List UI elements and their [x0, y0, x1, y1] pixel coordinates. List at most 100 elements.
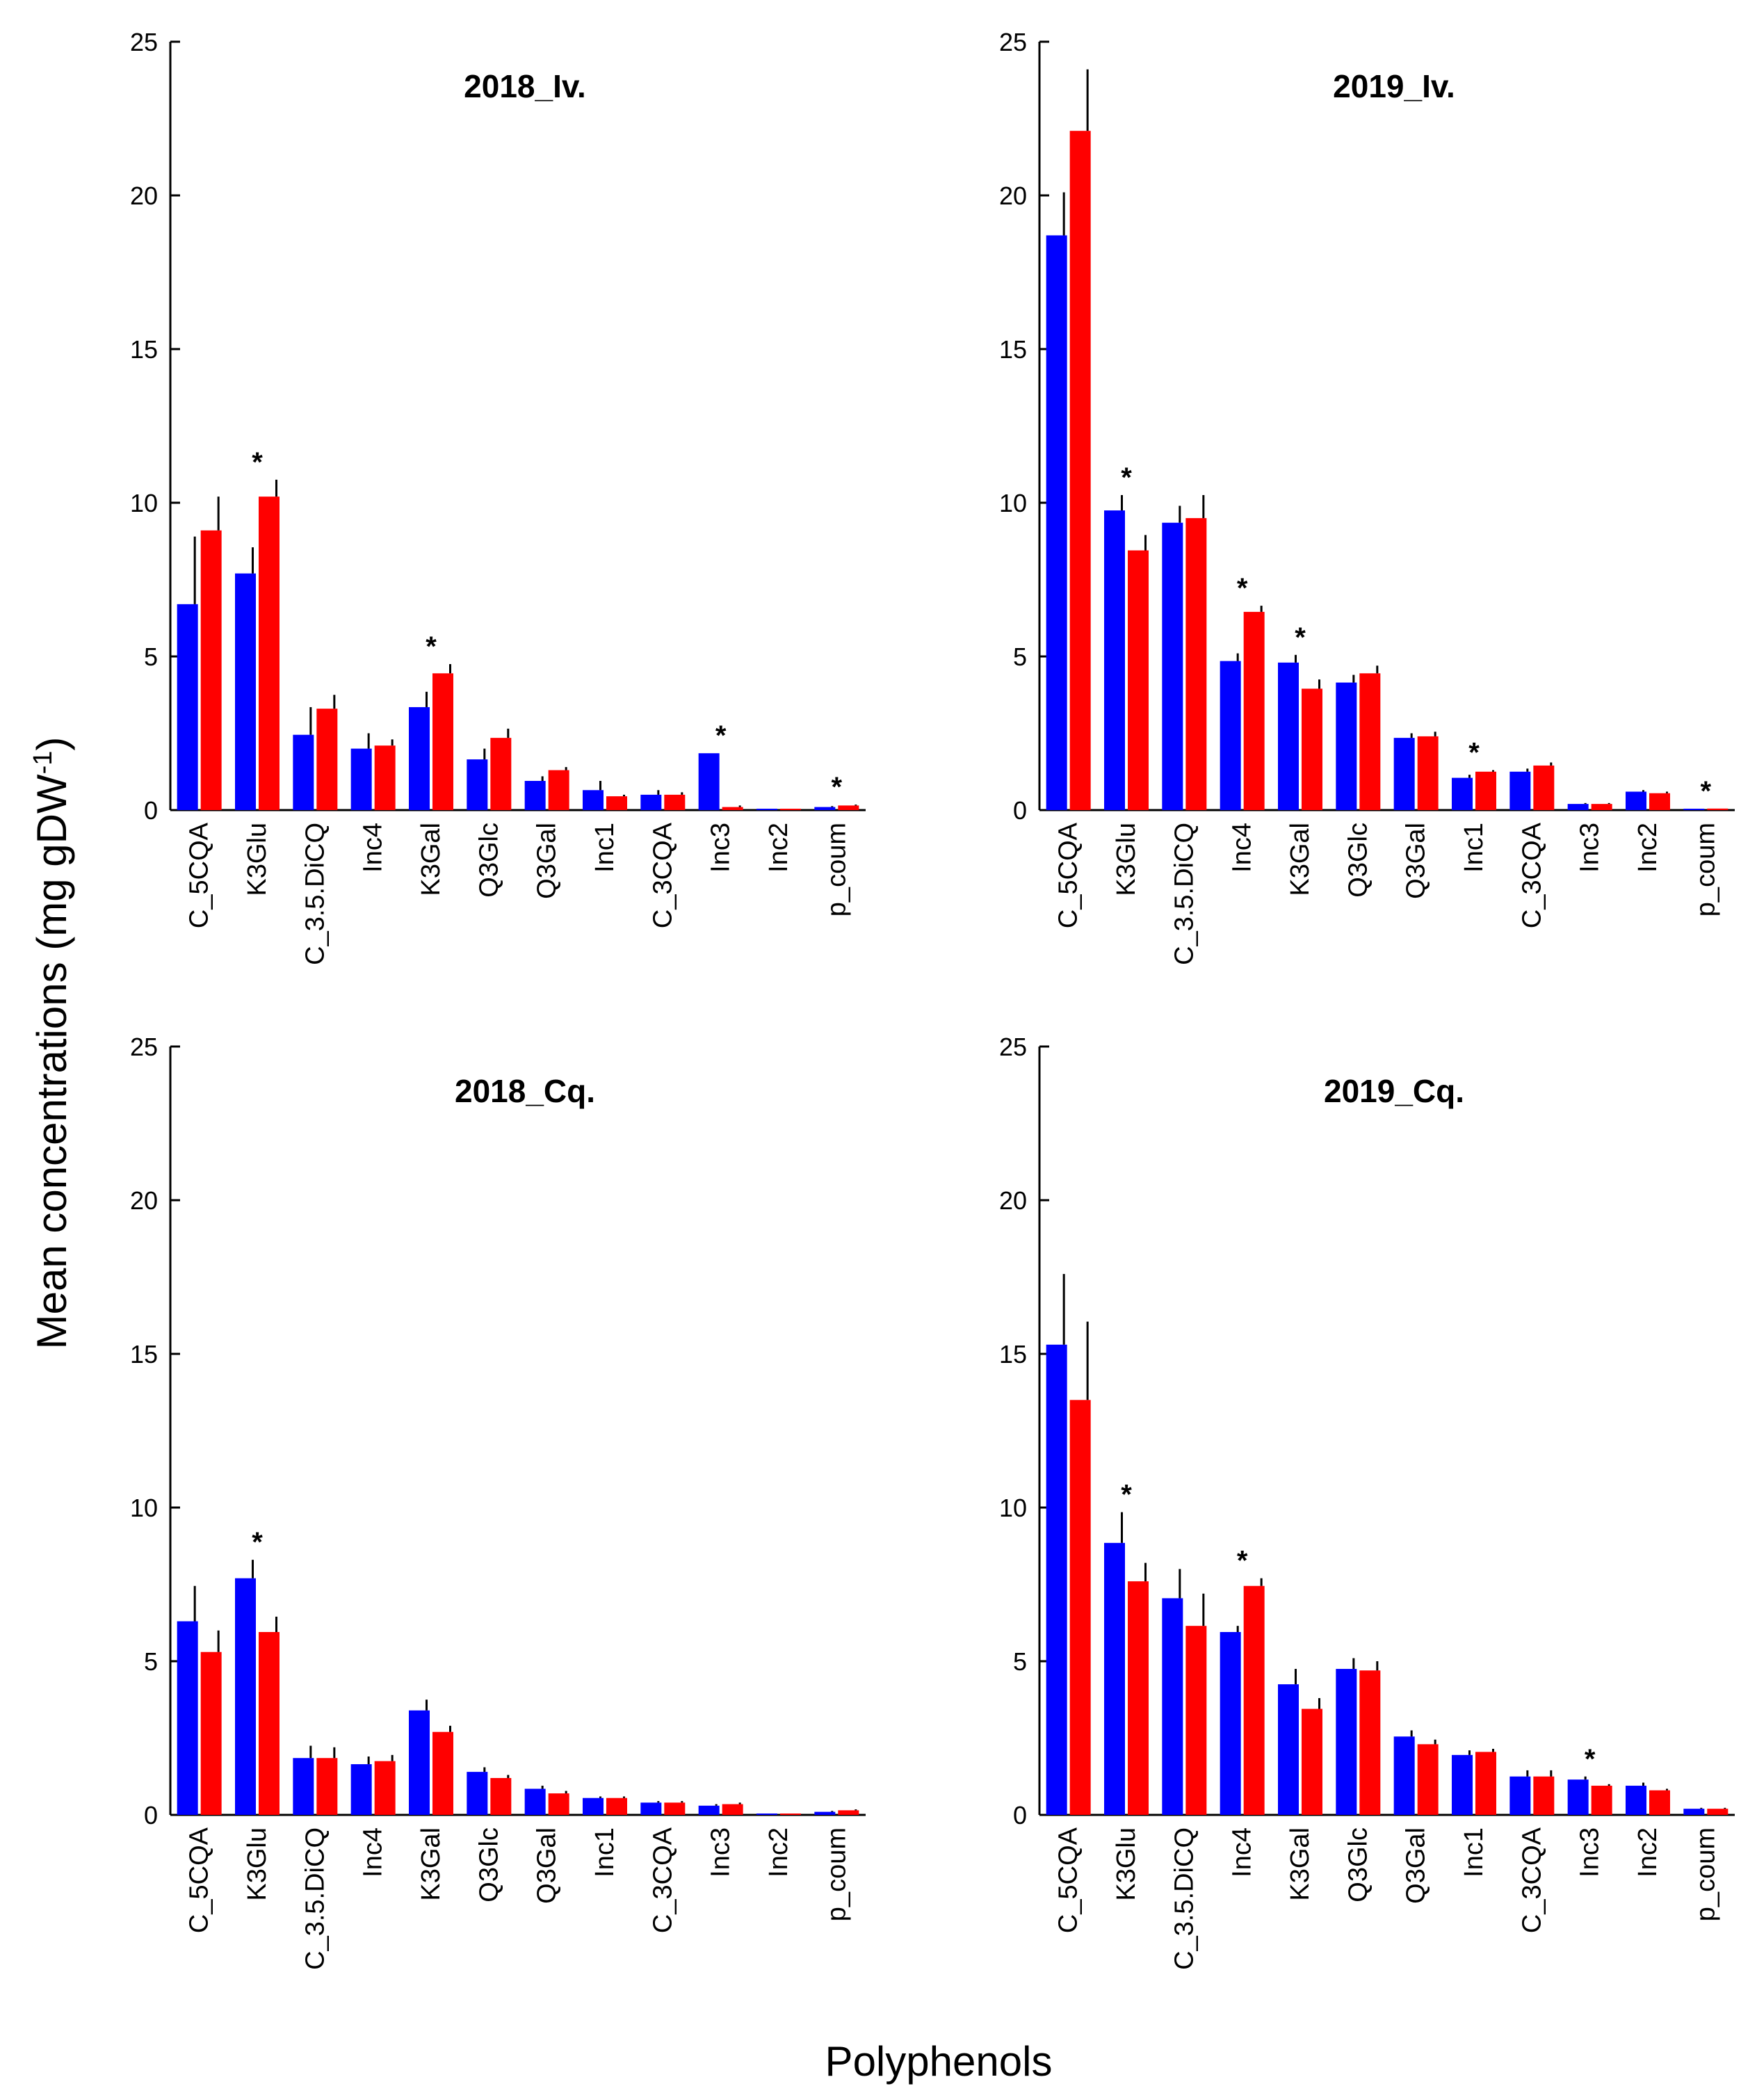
x-tick-label: Inc1	[590, 1827, 620, 1877]
bar-red	[374, 745, 396, 810]
bar-red	[722, 1804, 743, 1815]
bar-red	[1475, 1752, 1496, 1815]
bar-red	[722, 807, 743, 810]
x-tick-label: C_3CQA	[648, 822, 677, 928]
bar-blue	[1626, 1786, 1646, 1815]
x-tick-label: Inc2	[1633, 823, 1662, 873]
bar-blue	[1046, 1344, 1067, 1815]
x-tick-label: Q3Gal	[533, 1827, 562, 1904]
y-tick-label: 5	[144, 643, 158, 671]
bar-red	[1707, 808, 1728, 810]
bar-red	[1359, 673, 1381, 810]
chart-panel-3: 0 5 10 15 20 25 2018_Cq. C_5CQA K3Glu C_3.5.DiCQ I…	[130, 1033, 866, 1970]
x-tick-label: C_3.5.DiCQ	[1169, 1827, 1199, 1970]
bar-blue	[350, 1764, 372, 1815]
x-tick-label: K3Gal	[416, 1827, 446, 1901]
bar-blue	[235, 573, 256, 810]
bar-red	[1591, 804, 1612, 810]
x-tick-label: C_3.5.DiCQ	[1169, 823, 1199, 965]
bar-blue	[1393, 1736, 1415, 1815]
x-tick-label: K3Gal	[416, 823, 446, 896]
bar-blue	[1683, 1809, 1705, 1815]
significance-star: *	[715, 720, 727, 751]
bar-red	[1128, 1581, 1149, 1815]
y-tick-label: 25	[999, 1033, 1027, 1061]
bar-blue	[293, 1758, 314, 1815]
x-tick-label: K3Glu	[1112, 1827, 1141, 1901]
significance-star: *	[1121, 1480, 1132, 1510]
bar-blue	[1452, 1754, 1473, 1815]
bar-blue	[1046, 235, 1067, 811]
y-tick-label: 5	[1013, 643, 1027, 671]
y-tick-label: 15	[999, 335, 1027, 364]
bar-red	[1417, 1744, 1439, 1815]
x-tick-label: K3Glu	[1112, 823, 1141, 896]
x-tick-label: Q3Gal	[533, 823, 562, 899]
y-tick-label: 20	[999, 181, 1027, 210]
bar-red	[1128, 550, 1149, 810]
bar-red	[432, 1731, 453, 1815]
bar-blue	[1567, 1779, 1589, 1815]
x-tick-label: Q3Glc	[474, 1827, 503, 1903]
significance-star: *	[1585, 1744, 1596, 1775]
x-tick-label: Inc3	[1576, 823, 1605, 873]
x-tick-label: C_3.5.DiCQ	[300, 823, 330, 965]
bar-red	[548, 1793, 569, 1815]
bar-blue	[698, 1805, 720, 1815]
bar-blue	[1220, 661, 1241, 810]
y-tick-label: 5	[144, 1647, 158, 1676]
bar-blue	[1336, 1669, 1357, 1815]
y-tick-label: 20	[999, 1186, 1027, 1215]
bar-blue	[1509, 771, 1531, 810]
bar-red	[1243, 611, 1265, 810]
bar-blue	[640, 1802, 662, 1815]
bar-red	[838, 805, 859, 810]
bar-red	[259, 496, 280, 810]
y-tick-label: 0	[144, 796, 158, 825]
x-tick-label: Inc3	[706, 823, 736, 873]
x-tick-label: p_coum	[1691, 823, 1720, 916]
bar-red	[1185, 518, 1207, 810]
x-tick-label: Inc3	[1576, 1827, 1605, 1877]
bar-red	[1649, 1790, 1670, 1815]
significance-star: *	[1295, 622, 1306, 653]
significance-star: *	[252, 447, 263, 478]
x-axis-title: Polyphenols	[825, 2038, 1053, 2085]
bar-blue	[1278, 662, 1299, 810]
bar-blue	[698, 753, 720, 810]
x-tick-label: C_5CQA	[1054, 1827, 1083, 1933]
x-tick-label: Inc2	[764, 823, 793, 873]
x-tick-label: K3Gal	[1286, 823, 1315, 896]
x-tick-label: Inc1	[1459, 823, 1489, 873]
bar-blue	[1626, 791, 1646, 810]
bar-red	[490, 738, 512, 810]
chart-panel-1: 0 5 10 15 20 25 2018_Iv. C_5CQA K3Glu C_3.5.DiCQ I…	[130, 28, 866, 965]
bar-blue	[1278, 1684, 1299, 1815]
bar-red	[664, 1802, 686, 1815]
bar-red	[780, 1814, 801, 1815]
y-tick-label: 0	[1013, 796, 1027, 825]
x-tick-label: C_5CQA	[185, 822, 214, 928]
bar-blue	[177, 604, 198, 810]
bar-blue	[293, 734, 314, 810]
bar-blue	[235, 1578, 256, 1815]
y-tick-label: 20	[130, 1186, 158, 1215]
bar-red	[1069, 131, 1091, 810]
bar-red	[490, 1777, 512, 1815]
bar-blue	[1336, 682, 1357, 810]
bar-blue	[583, 1798, 604, 1815]
bar-red	[1533, 765, 1555, 810]
bar-red	[1707, 1809, 1728, 1815]
bar-blue	[1104, 1542, 1125, 1815]
bar-red	[1069, 1400, 1091, 1815]
bar-blue	[467, 1772, 488, 1815]
bar-blue	[814, 807, 836, 810]
bar-red	[1243, 1585, 1265, 1815]
x-tick-label: C_3CQA	[1517, 822, 1546, 928]
bar-red	[1359, 1670, 1381, 1815]
significance-star: *	[252, 1527, 263, 1558]
chart-title: 2018_Iv.	[464, 68, 586, 104]
bar-red	[259, 1632, 280, 1815]
bar-red	[1417, 736, 1439, 810]
x-tick-label: p_coum	[822, 823, 851, 916]
